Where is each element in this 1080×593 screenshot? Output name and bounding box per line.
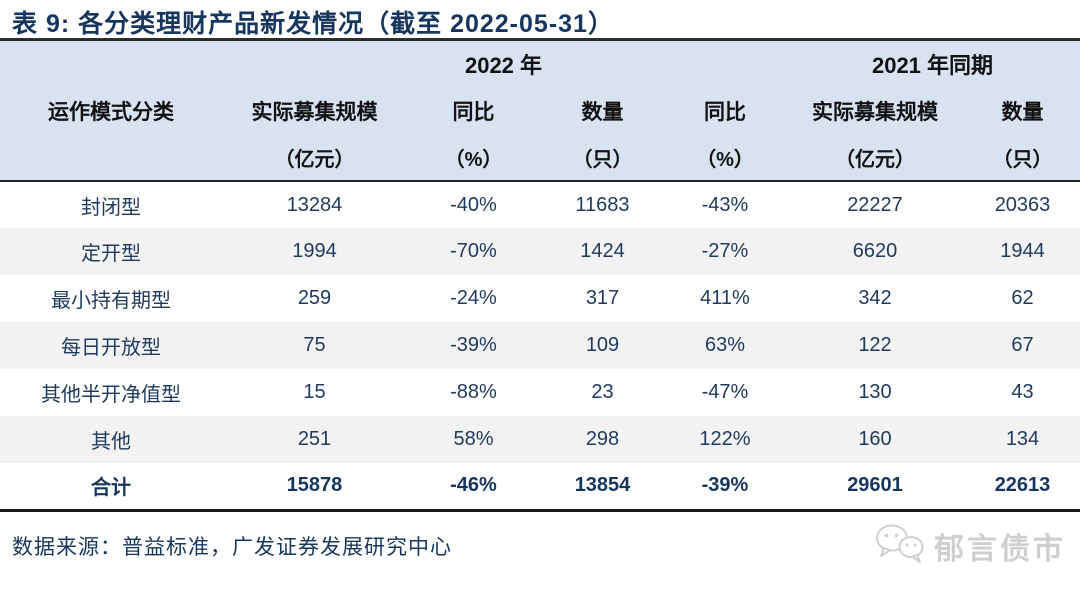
brand-logo-text: 郁言债市	[934, 533, 1066, 566]
column-header: 数量	[1001, 100, 1044, 124]
cell-value: 67	[1011, 334, 1034, 356]
table-title-bar: 表 9: 各分类理财产品新发情况（截至 2022-05-31）	[0, 0, 1080, 41]
table-row: 最小持有期型 259 -24% 317 411% 342 62	[0, 275, 1080, 322]
cell-value: 1424	[580, 240, 625, 262]
table-row: 每日开放型 75 -39% 109 63% 122 67	[0, 322, 1080, 369]
total-row: 合计 15878 -46% 13854 -39% 29601 22613	[0, 463, 1080, 510]
column-header: 同比	[452, 100, 495, 124]
column-header: 实际募集规模	[251, 100, 378, 124]
cell-value: 130	[858, 381, 892, 403]
cell-value: 134	[1005, 428, 1040, 450]
table-body: 封闭型 13284 -40% 11683 -43% 22227 20363 定开型 1994 -7…	[0, 181, 1080, 510]
cell-value: 317	[585, 287, 620, 309]
cell-value: 160	[858, 428, 892, 450]
row-label: 最小持有期型	[51, 290, 171, 312]
row-label: 每日开放型	[61, 337, 161, 359]
cell-value: -47%	[701, 381, 749, 403]
cell-value: 43	[1011, 381, 1034, 403]
cell-value: 6620	[852, 240, 898, 262]
cell-value: 251	[297, 428, 332, 450]
cell-value: -46%	[450, 474, 497, 497]
row-label: 定开型	[81, 243, 141, 265]
table-row: 其他半开净值型 15 -88% 23 -47% 130 43	[0, 369, 1080, 416]
cell-value: 62	[1011, 287, 1034, 309]
table-row: 封闭型 13284 -40% 11683 -43% 22227 20363	[0, 181, 1080, 228]
cell-value: -27%	[701, 240, 749, 262]
product-issuance-table: 2022 年 2021 年同期 运作模式分类 实际募集规模 同比 数量 同比 实际募集规模…	[0, 41, 1080, 512]
cell-value: 122%	[699, 428, 751, 450]
cell-value: -39%	[701, 474, 749, 497]
brand-logo: 郁言债市	[874, 523, 1066, 570]
cell-value: 1994	[292, 240, 337, 262]
cell-value: -43%	[701, 193, 749, 216]
cell-value: 63%	[704, 334, 746, 356]
row-label: 其他半开净值型	[41, 384, 181, 406]
cell-value: 15878	[286, 474, 343, 497]
cell-value: 75	[303, 334, 326, 356]
table-title: 表 9: 各分类理财产品新发情况（截至 2022-05-31）	[12, 10, 614, 38]
cell-value: 298	[585, 428, 620, 450]
column-unit: （只）	[572, 148, 633, 171]
cell-value: -70%	[450, 240, 497, 262]
column-header: 实际募集规模	[812, 100, 938, 124]
cell-value: -40%	[450, 193, 497, 216]
cell-value: 22613	[994, 474, 1051, 497]
cell-value: 411%	[700, 287, 750, 309]
data-source: 数据来源：普益标准，广发证券发展研究中心	[12, 536, 452, 559]
group-header-2021: 2021 年同期	[871, 53, 994, 78]
cell-value: 11683	[575, 193, 630, 216]
column-unit: （亿元）	[835, 148, 915, 171]
row-label: 其他	[91, 431, 131, 453]
column-unit-row: （亿元） （%） （只） （%） （亿元） （只）	[0, 134, 1080, 181]
cell-value: 122	[858, 334, 892, 356]
column-name-row: 运作模式分类 实际募集规模 同比 数量 同比 实际募集规模 数量	[0, 87, 1080, 134]
table-row: 定开型 1994 -70% 1424 -27% 6620 1944	[0, 228, 1080, 275]
cell-value: -88%	[450, 381, 497, 403]
cell-value: 13284	[286, 193, 343, 216]
year-group-row: 2022 年 2021 年同期	[0, 41, 1080, 87]
table-row: 其他 251 58% 298 122% 160 134	[0, 416, 1080, 463]
column-header-category: 运作模式分类	[48, 100, 174, 124]
cell-value: 13854	[574, 474, 631, 497]
cell-value: -39%	[450, 334, 497, 356]
cell-value: 29601	[847, 474, 903, 497]
row-label: 封闭型	[81, 196, 141, 219]
row-label: 合计	[91, 477, 131, 500]
column-unit	[0, 134, 222, 181]
table-header: 2022 年 2021 年同期 运作模式分类 实际募集规模 同比 数量 同比 实际募集规模…	[0, 41, 1080, 181]
column-unit: （%）	[696, 148, 754, 171]
column-unit: （亿元）	[274, 148, 355, 171]
cell-value: 22227	[847, 193, 903, 216]
group-header-2022: 2022 年	[464, 53, 543, 78]
cell-value: -24%	[450, 287, 497, 309]
cell-value: 58%	[453, 428, 494, 450]
cell-value: 23	[591, 381, 614, 403]
column-unit: （只）	[992, 148, 1053, 171]
cell-value: 1944	[1000, 240, 1045, 262]
wechat-icon	[874, 523, 926, 570]
group-header-empty	[0, 41, 222, 87]
column-header: 同比	[704, 100, 746, 124]
cell-value: 259	[297, 287, 332, 309]
cell-value: 342	[858, 287, 892, 309]
table-footer: 数据来源：普益标准，广发证券发展研究中心	[0, 523, 1080, 570]
column-header: 数量	[581, 100, 624, 124]
cell-value: 15	[303, 381, 326, 403]
cell-value: 20363	[994, 193, 1051, 216]
cell-value: 109	[585, 334, 620, 356]
column-unit: （%）	[444, 148, 503, 171]
